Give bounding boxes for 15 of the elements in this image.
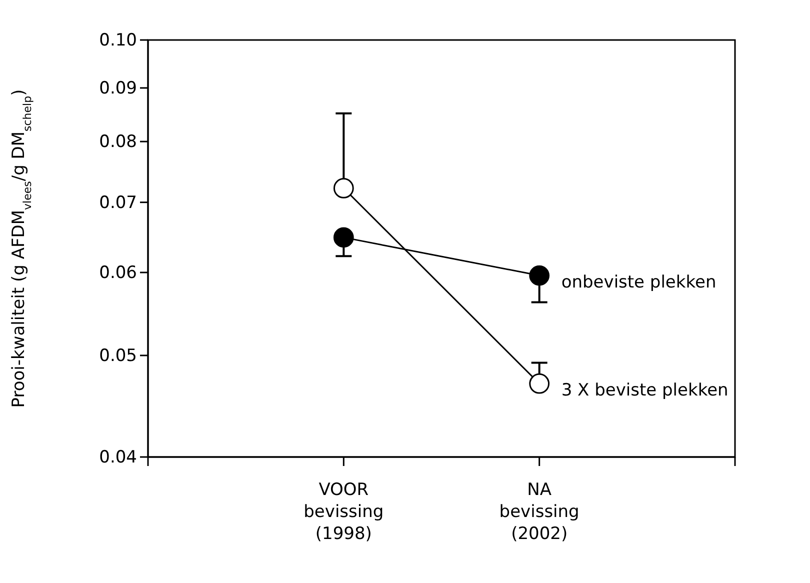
series-label: onbeviste plekken (561, 272, 716, 293)
y-tick-label: 0.09 (99, 78, 137, 98)
y-tick-label: 0.10 (99, 30, 137, 50)
y-tick-label: 0.06 (99, 262, 137, 283)
y-tick-label: 0.04 (99, 447, 137, 468)
x-tick-label: VOOR bevissing (1998) (304, 480, 384, 544)
point (529, 373, 550, 394)
point (333, 178, 354, 198)
point (529, 265, 550, 286)
y-tick-label: 0.07 (99, 192, 137, 213)
y-tick-label: 0.08 (99, 132, 137, 152)
x-tick-label: NA bevissing (2002) (499, 480, 580, 544)
y-tick-label: 0.05 (99, 346, 137, 366)
series-label: 3 X beviste plekken (561, 380, 728, 401)
point (333, 227, 354, 248)
